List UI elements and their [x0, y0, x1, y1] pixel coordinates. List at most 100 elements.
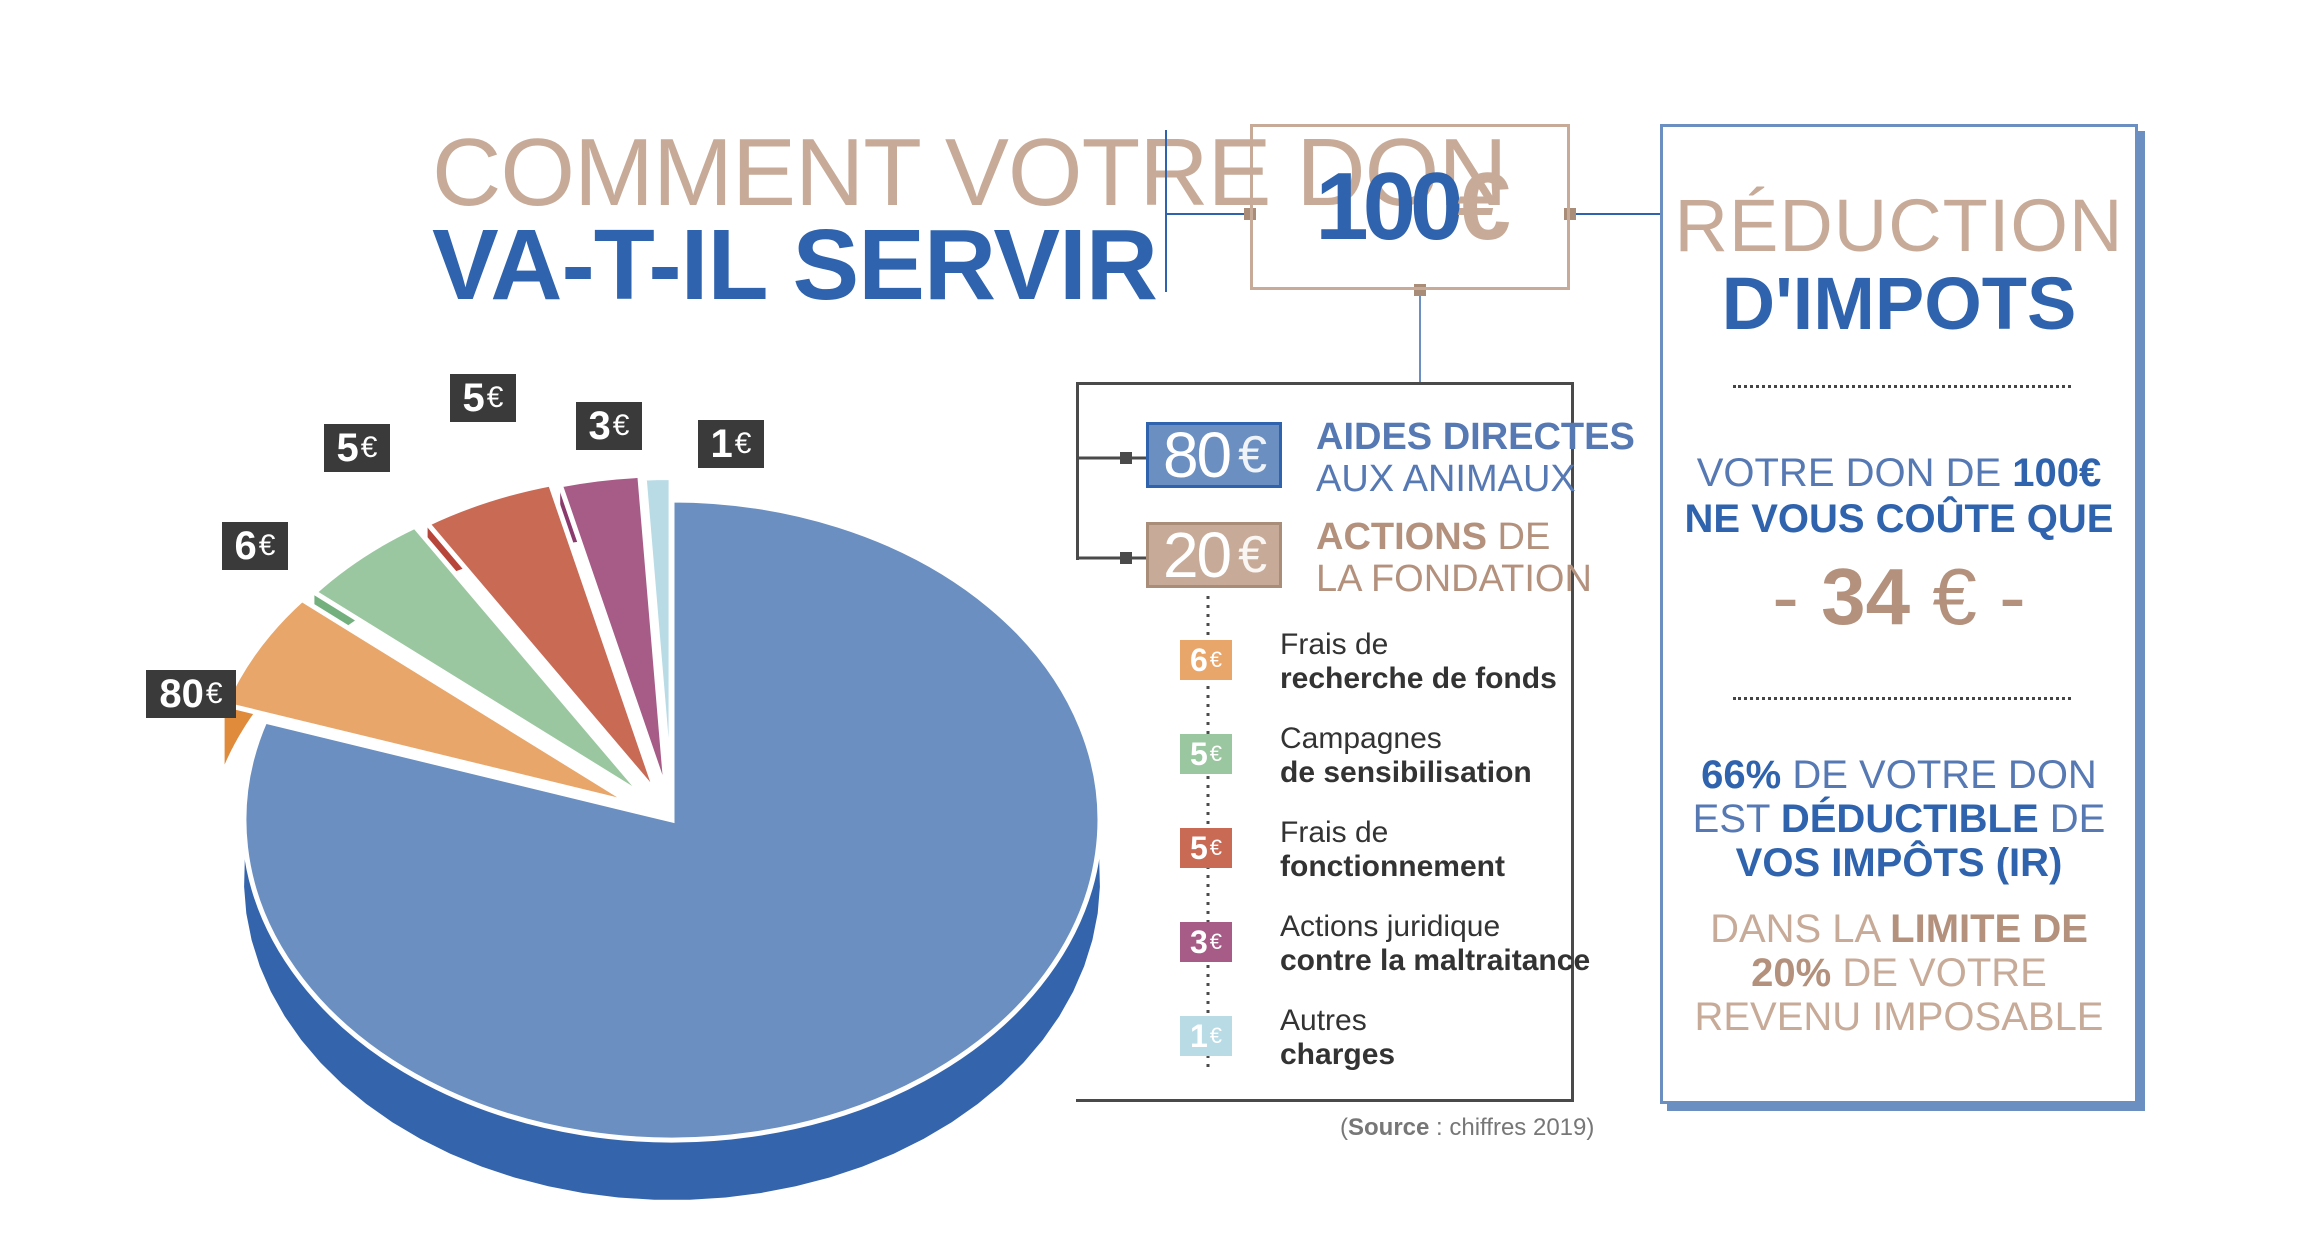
source-note: (Source : chiffres 2019) [1340, 1114, 1594, 1142]
pie-label-3: 3 € [576, 402, 642, 450]
deduction-line-2-bold: DÉDUCTIBLE [1780, 797, 2039, 841]
main-badge-foundation: 20 € [1146, 519, 1282, 591]
main-label-foundation: ACTIONS DE LA FONDATION [1316, 516, 1592, 600]
item-legal: Actions juridique contre la maltraitance [1280, 910, 1590, 978]
deduction-line-1: 66% DE VOTRE DON [1663, 753, 2135, 798]
item-value: 5 [1189, 829, 1208, 866]
item-badge-other: 1 € [1180, 1016, 1232, 1056]
deduction-line-2-post: DE [2038, 797, 2106, 841]
source-rest: : chiffres 2019) [1429, 1114, 1595, 1141]
pie-label-1: 1 € [698, 420, 764, 468]
item-operations: Frais de fonctionnement [1280, 816, 1505, 884]
main-label-mid: DE [1487, 516, 1551, 558]
item-badge-fundraising: 6 € [1180, 640, 1232, 680]
deduction-line-1-rest: DE VOTRE DON [1781, 753, 2097, 797]
pie-label-currency: € [360, 431, 378, 464]
tax-title-2: D'IMPOTS [1721, 262, 2077, 345]
breakdown-left-rule [1076, 382, 1079, 560]
tax-title-1: RÉDUCTION [1674, 184, 2124, 267]
item-line-2: charges [1280, 1038, 1396, 1071]
item-value: 6 [1189, 641, 1208, 678]
pie-label-value: 6 [234, 523, 257, 568]
pie-label-80: 80 € [146, 670, 236, 718]
pie-slice-5 [641, 474, 674, 798]
item-line-1: Campagnes [1280, 722, 1442, 755]
deduction-line-2: EST DÉDUCTIBLE DE [1663, 797, 2135, 842]
pie-label-value: 3 [588, 403, 611, 448]
total-amount-box: 100€ [1250, 124, 1570, 290]
item-line-1: Frais de [1280, 816, 1389, 849]
main-label-bold: AIDES DIRECTES [1316, 416, 1635, 458]
cost-line-1-bold: 100€ [2012, 451, 2102, 495]
cost-line-1-pre: VOTRE DON DE [1696, 451, 2013, 495]
deduction-line-2-pre: EST [1692, 797, 1781, 841]
cost-line-2: NE VOUS COÛTE QUE [1684, 497, 2114, 541]
item-badge-awareness: 5 € [1180, 734, 1232, 774]
tax-reduction-panel: RÉDUCTION D'IMPOTS VOTRE DON DE 100€ NE … [1660, 124, 2138, 1104]
item-badge-operations: 5 € [1180, 828, 1232, 868]
limit-line-1-pre: DANS LA [1710, 907, 1891, 951]
item-value: 1 [1189, 1017, 1208, 1054]
item-awareness: Campagnes de sensibilisation [1280, 722, 1532, 790]
cost-amount: 34 [1821, 552, 1911, 641]
main-badge-currency: € [1238, 426, 1267, 484]
divider-1 [1733, 385, 2071, 388]
item-currency: € [1209, 929, 1223, 954]
limit-line-1: DANS LA LIMITE DE [1663, 907, 2135, 952]
pie-label-currency: € [205, 677, 223, 710]
cost-dash-left: - [1772, 552, 1799, 641]
pie-label-currency: € [612, 409, 630, 442]
deduction-percent: 66% [1701, 753, 1782, 797]
title-line-2: VA-T-IL SERVIR [432, 209, 1158, 321]
main-label-bold: ACTIONS [1316, 516, 1487, 558]
cost-line-1: VOTRE DON DE 100€ [1663, 451, 2135, 496]
cost-value: - 34 € - [1663, 551, 2135, 643]
total-amount: 100€ [1315, 152, 1511, 262]
deduction-line-3: VOS IMPÔTS (IR) [1735, 841, 2063, 885]
item-other: Autres charges [1280, 1004, 1395, 1072]
item-line-2: recherche de fonds [1280, 662, 1557, 695]
main-badge-direct-aid: 80 € [1146, 419, 1282, 491]
pie-label-value: 80 [159, 671, 204, 716]
main-badge-value: 80 [1162, 419, 1232, 491]
item-line-1: Autres [1280, 1004, 1367, 1037]
limit-line-3: REVENU IMPOSABLE [1694, 995, 2104, 1039]
pie-label-5a: 5 € [324, 424, 390, 472]
limit-line-2-rest: DE VOTRE [1831, 951, 2047, 995]
item-currency: € [1209, 741, 1223, 766]
item-line-1: Frais de [1280, 628, 1389, 661]
pie-label-6: 6 € [222, 522, 288, 570]
item-line-2: fonctionnement [1280, 850, 1505, 883]
pie-slice-2 [310, 523, 647, 799]
pie-label-currency: € [486, 381, 504, 414]
main-badge-currency: € [1238, 526, 1267, 584]
limit-line-2: 20% DE VOTRE [1663, 951, 2135, 996]
cost-currency: € [1932, 552, 1977, 641]
limit-percent: 20% [1751, 951, 1832, 995]
item-value: 3 [1189, 923, 1208, 960]
pie-label-currency: € [734, 427, 752, 460]
pie-slice-0 [241, 497, 1103, 1143]
pie-label-value: 5 [462, 375, 485, 420]
main-label-rest: LA FONDATION [1316, 558, 1592, 600]
item-line-2: contre la maltraitance [1280, 944, 1591, 977]
item-fundraising: Frais de recherche de fonds [1280, 628, 1557, 696]
item-currency: € [1209, 647, 1223, 672]
main-badge-value: 20 [1162, 519, 1232, 591]
breakdown-panel [1076, 382, 1574, 1102]
source-open: ( [1340, 1114, 1348, 1141]
cost-dash-right: - [1999, 552, 2026, 641]
item-badge-legal: 3 € [1180, 922, 1232, 962]
source-bold: Source [1348, 1114, 1430, 1141]
pie-slice-3 [423, 481, 660, 796]
pie-label-value: 5 [336, 425, 359, 470]
item-line-2: de sensibilisation [1280, 756, 1532, 789]
divider-2 [1733, 697, 2071, 700]
total-amount-value: 100 [1315, 153, 1463, 260]
pie-label-currency: € [258, 529, 276, 562]
item-currency: € [1209, 835, 1223, 860]
pie-label-value: 1 [710, 421, 733, 466]
limit-line-1-bold: LIMITE DE [1890, 907, 2088, 951]
main-label-rest: AUX ANIMAUX [1316, 458, 1576, 500]
